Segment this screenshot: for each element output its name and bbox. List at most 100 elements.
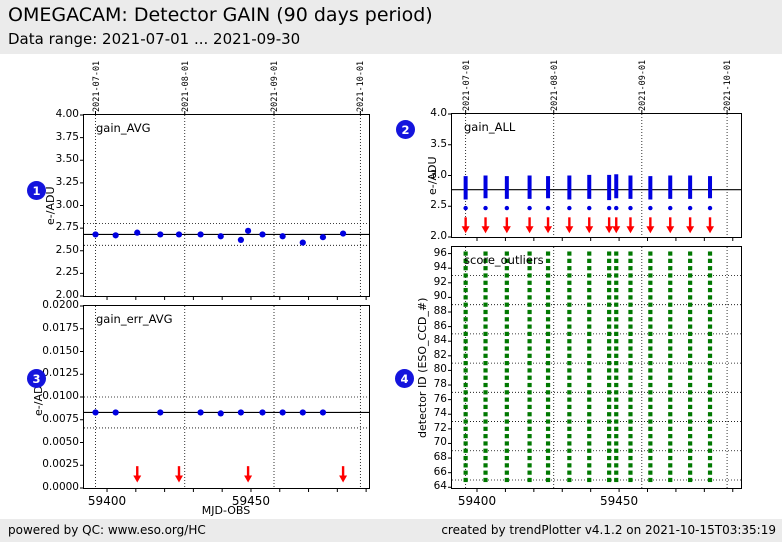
panel-badge-2: 2 xyxy=(396,120,415,139)
outlier-marker xyxy=(463,309,468,315)
outlier-marker xyxy=(545,273,551,278)
outlier-marker xyxy=(527,455,532,461)
outlier-marker xyxy=(614,441,619,446)
outlier-marker xyxy=(607,426,612,431)
outlier-marker xyxy=(567,448,572,453)
outlier-marker xyxy=(483,295,488,300)
outlier-marker xyxy=(614,309,619,315)
outlier-marker xyxy=(628,302,633,307)
outlier-marker xyxy=(463,368,468,373)
y-tick-label: 0.0175 xyxy=(42,321,79,334)
outlier-marker xyxy=(668,448,673,453)
outlier-marker xyxy=(668,470,673,475)
outlier-marker xyxy=(614,258,619,263)
outlier-marker xyxy=(688,434,693,439)
x-tick-label: 59450 xyxy=(599,494,639,508)
outlier-marker xyxy=(707,309,713,315)
panel-title-score-outliers: score_outliers xyxy=(464,253,544,267)
page-subtitle: Data range: 2021-07-01 ... 2021-09-30 xyxy=(8,30,301,48)
outlier-marker xyxy=(648,368,653,373)
outlier-marker xyxy=(614,273,619,278)
outlier-marker xyxy=(567,339,572,344)
outlier-marker xyxy=(527,368,532,373)
cluster-bar xyxy=(504,176,509,199)
outlier-marker xyxy=(648,404,653,410)
outlier-marker xyxy=(614,353,619,358)
outlier-marker xyxy=(607,390,612,395)
outlier-marker xyxy=(628,426,633,431)
page-title: OMEGACAM: Detector GAIN (90 days period) xyxy=(8,4,433,26)
outlier-marker xyxy=(527,390,532,395)
outlier-marker xyxy=(607,346,612,351)
outlier-marker xyxy=(587,419,592,424)
y-tick-label: 2.75 xyxy=(55,221,79,234)
outlier-marker xyxy=(707,397,713,402)
outlier-marker xyxy=(567,324,572,329)
outlier-marker xyxy=(545,266,551,271)
outlier-marker xyxy=(688,309,693,315)
outlier-marker xyxy=(668,258,673,263)
outlier-marker xyxy=(587,397,592,402)
outlier-marker xyxy=(707,266,713,271)
outlier-marker xyxy=(707,258,713,263)
outlier-marker xyxy=(463,280,468,285)
data-point xyxy=(279,409,286,416)
outlier-marker xyxy=(504,295,509,300)
outlier-marker xyxy=(463,390,468,395)
outlier-marker xyxy=(463,448,468,453)
outlier-marker xyxy=(614,295,619,300)
outlier-marker xyxy=(545,412,551,417)
outlier-marker xyxy=(628,266,633,271)
outlier-marker xyxy=(707,339,713,344)
outlier-marker xyxy=(545,448,551,453)
y-tick-label: 2.25 xyxy=(55,266,79,279)
outlier-marker xyxy=(688,324,693,329)
outlier-marker xyxy=(483,404,488,410)
y-tick-label: 0.0200 xyxy=(42,299,79,311)
outlier-marker xyxy=(607,412,612,417)
outlier-marker xyxy=(567,397,572,402)
outlier-marker xyxy=(614,477,619,483)
cluster-bar xyxy=(587,174,592,199)
outlier-marker xyxy=(545,441,551,446)
outlier-marker xyxy=(545,375,551,380)
data-point xyxy=(157,231,164,238)
data-point xyxy=(197,231,204,238)
outlier-marker xyxy=(614,324,619,329)
cluster-bar xyxy=(546,176,551,199)
y-tick-label: 3.75 xyxy=(55,130,79,143)
outlier-marker xyxy=(607,331,612,337)
outlier-marker xyxy=(527,295,532,300)
panel-score-outliers xyxy=(448,246,742,492)
outlier-marker xyxy=(587,353,592,358)
outlier-marker xyxy=(607,441,612,446)
outlier-marker xyxy=(668,390,673,395)
data-point xyxy=(237,409,244,416)
date-label: 2021-10-01 xyxy=(356,60,367,112)
outlier-marker xyxy=(527,448,532,453)
outlier-marker xyxy=(587,309,592,315)
outlier-marker xyxy=(614,375,619,380)
outlier-marker xyxy=(483,266,488,271)
outlier-marker xyxy=(628,477,633,483)
outlier-marker xyxy=(567,382,572,388)
outlier-marker xyxy=(483,397,488,402)
y-tick-label: 64 xyxy=(433,480,447,493)
outlier-marker xyxy=(567,295,572,300)
outlier-marker xyxy=(668,397,673,402)
cluster-bar xyxy=(463,176,468,200)
outlier-marker xyxy=(504,368,509,373)
outlier-marker xyxy=(707,368,713,373)
outlier-marker xyxy=(668,426,673,431)
outlier-marker xyxy=(587,280,592,285)
outlier-marker xyxy=(504,404,509,410)
outlier-marker xyxy=(607,448,612,453)
outlier-marker xyxy=(483,412,488,417)
date-label: 2021-07-01 xyxy=(91,60,102,112)
outlier-marker xyxy=(527,317,532,322)
y-tick-label: 3.25 xyxy=(55,175,79,188)
outlier-marker xyxy=(587,448,592,453)
outlier-marker xyxy=(668,419,673,424)
cluster-bar xyxy=(527,175,532,199)
outlier-marker xyxy=(707,375,713,380)
